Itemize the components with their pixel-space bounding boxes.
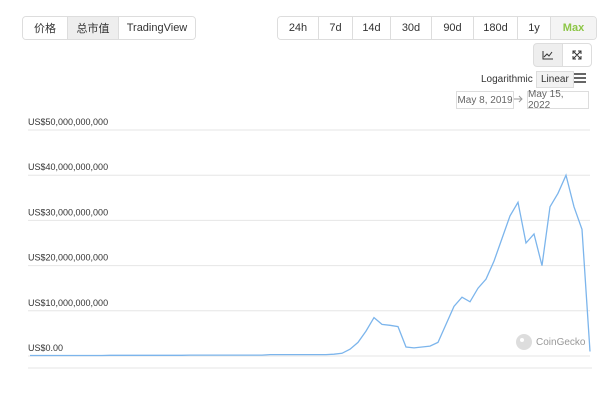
y-tick-label: US$50,000,000,000 (28, 117, 108, 127)
scale-label: Logarithmic (481, 74, 533, 85)
range-button[interactable]: Max (551, 17, 596, 39)
view-button[interactable]: 价格 (23, 17, 68, 39)
range-button[interactable]: 7d (319, 17, 353, 39)
view-toggle: 价格 总市值 TradingView (22, 16, 196, 40)
range-button[interactable]: 180d (474, 17, 518, 39)
view-button[interactable]: TradingView (119, 17, 195, 39)
y-tick-label: US$20,000,000,000 (28, 253, 108, 263)
range-button[interactable]: 30d (391, 17, 432, 39)
range-button[interactable]: 24h (278, 17, 319, 39)
view-button[interactable]: 总市值 (68, 17, 119, 39)
range-button[interactable]: 14d (353, 17, 391, 39)
date-from[interactable]: May 8, 2019 (456, 91, 514, 109)
y-tick-label: US$10,000,000,000 (28, 298, 108, 308)
y-tick-label: US$40,000,000,000 (28, 162, 108, 172)
fullscreen-button[interactable] (562, 43, 592, 67)
line-chart-button[interactable] (533, 43, 563, 67)
range-toggle: 24h 7d 14d 30d 90d 180d 1y Max (277, 16, 597, 40)
date-to[interactable]: May 15, 2022 (527, 89, 589, 111)
range-button[interactable]: 90d (432, 17, 474, 39)
watermark: CoinGecko (515, 333, 585, 351)
logo (516, 334, 532, 350)
arrow (514, 95, 523, 103)
scale-button[interactable]: Linear (536, 71, 574, 88)
watermark-text: CoinGecko (536, 336, 586, 348)
line (30, 173, 591, 357)
menu-icon[interactable] (574, 73, 586, 83)
icon (542, 51, 553, 60)
y-tick-label: US$0.00 (28, 343, 63, 353)
range-button[interactable]: 1y (518, 17, 551, 39)
y-tick-label: US$30,000,000,000 (28, 207, 108, 217)
icon (572, 50, 582, 60)
